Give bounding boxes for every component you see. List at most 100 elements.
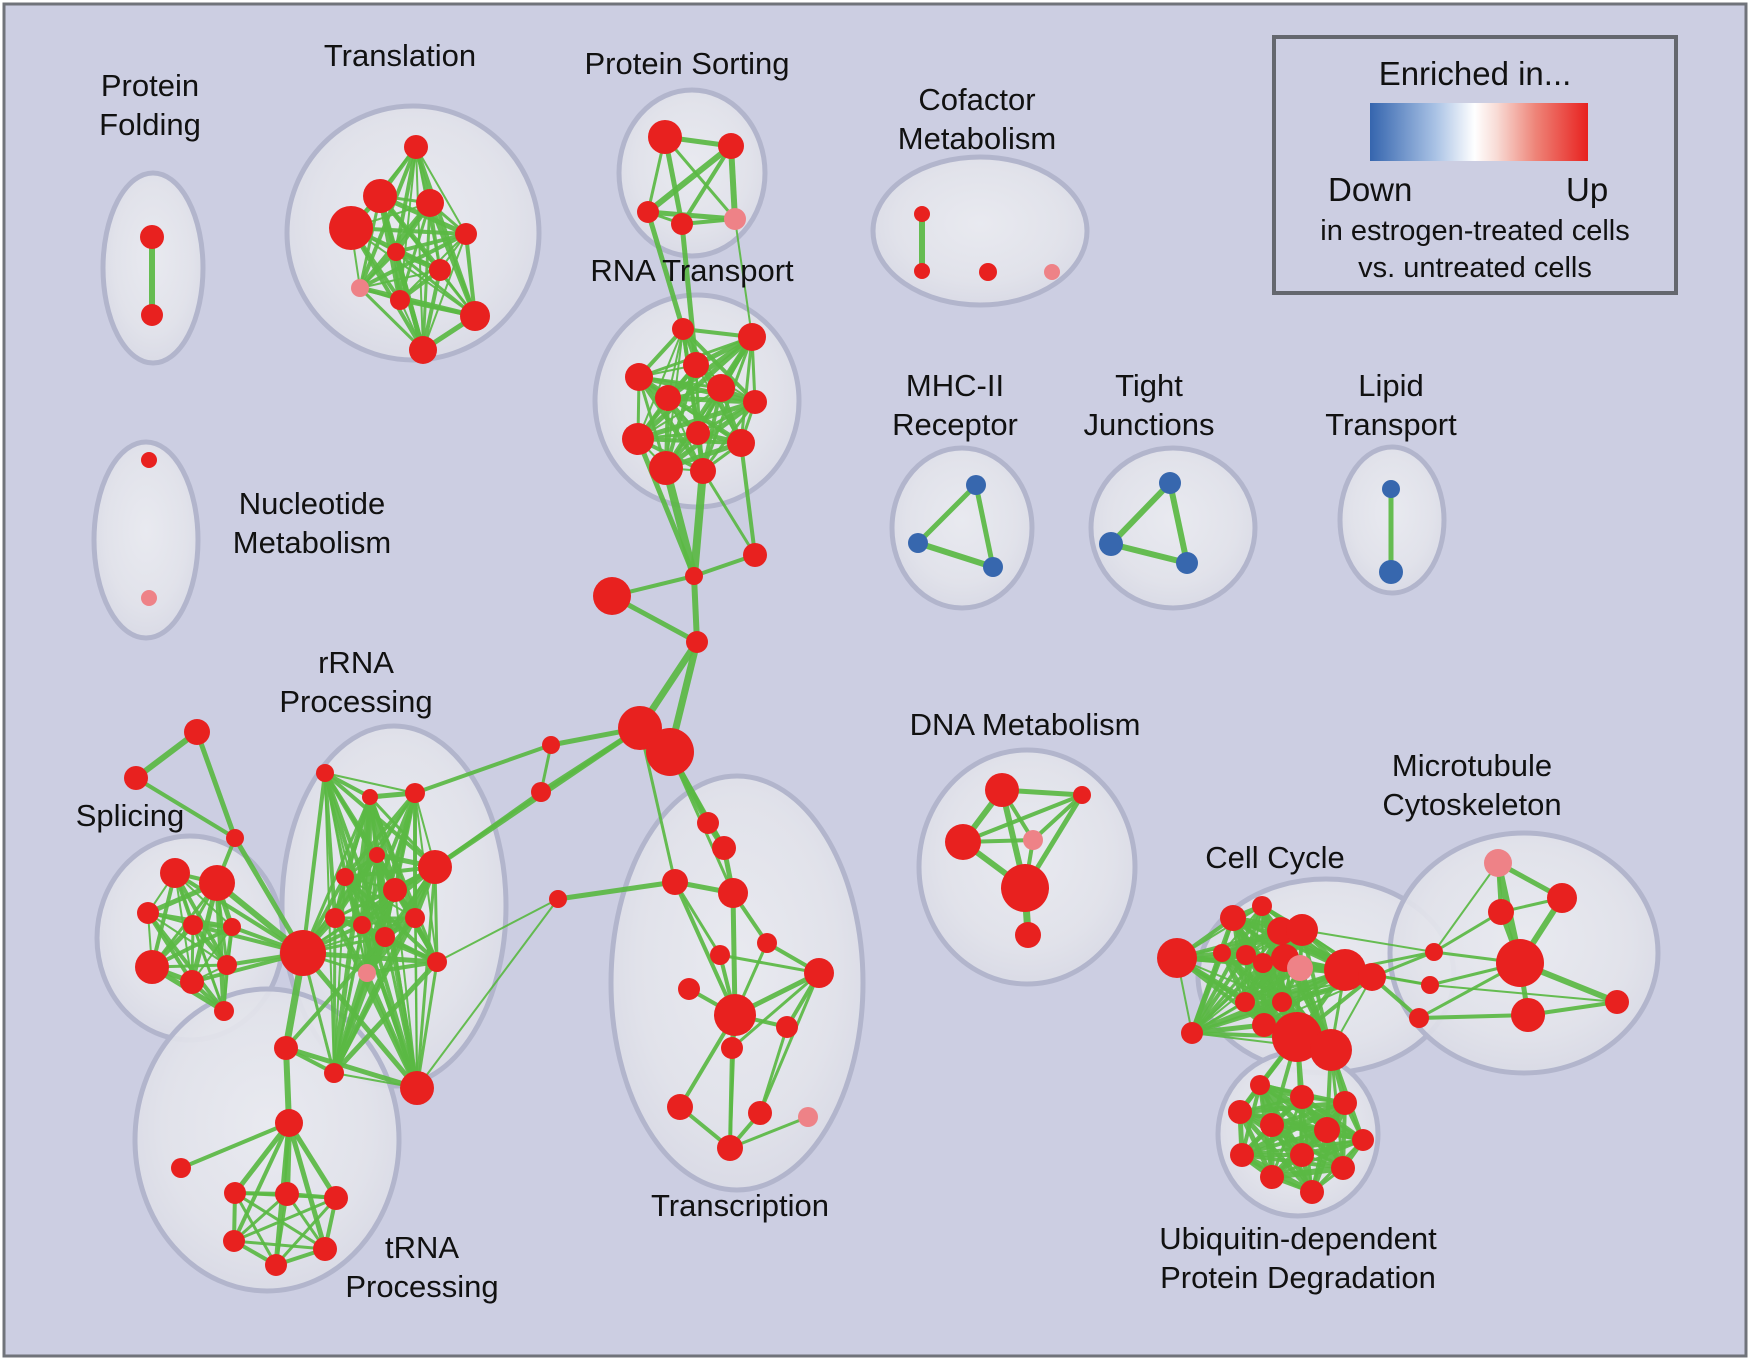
cluster-label-ubiquitin: Ubiquitin-dependent [1159, 1221, 1437, 1256]
gene-set-node [1157, 938, 1197, 978]
gene-set-node [649, 451, 683, 485]
gene-set-node [124, 766, 148, 790]
gene-set-node [362, 789, 378, 805]
gene-set-node [1290, 1085, 1314, 1109]
gene-set-node [1488, 899, 1514, 925]
edge [1418, 1013, 1529, 1020]
edge [343, 791, 417, 879]
edge [433, 790, 543, 869]
cluster-label-protein_folding: Folding [99, 107, 201, 142]
edge [557, 879, 676, 902]
gene-set-node [223, 918, 241, 936]
cluster-label-cofactor: Metabolism [898, 121, 1057, 156]
edge [962, 793, 1083, 844]
edge [333, 972, 368, 1074]
cluster-ellipse-nucleotide [91, 439, 201, 641]
gene-set-node [1213, 944, 1231, 962]
gene-set-node [710, 945, 730, 965]
gene-set-node [405, 783, 425, 803]
gene-set-node [757, 933, 777, 953]
cluster-label-splicing: Splicing [76, 798, 185, 833]
gene-set-node [405, 908, 425, 928]
edge [284, 935, 387, 1050]
gene-set-node [1073, 786, 1091, 804]
gene-set-node [369, 847, 385, 863]
edge [233, 1196, 337, 1243]
gene-set-node [1382, 480, 1400, 498]
cluster-label-cell_cycle: Cell Cycle [1205, 840, 1345, 875]
gene-set-node [1324, 949, 1366, 991]
edge [366, 960, 438, 975]
edge [647, 209, 736, 222]
edge [415, 146, 467, 235]
edge [729, 1115, 809, 1150]
edge [365, 916, 417, 975]
gene-set-node [1252, 896, 1272, 916]
gene-set-node [622, 423, 654, 455]
gene-set-node [135, 950, 169, 984]
gene-set-node [707, 374, 735, 402]
cluster-label-trna: tRNA [385, 1230, 459, 1265]
gene-set-node [1015, 922, 1041, 948]
gene-set-node [697, 812, 719, 834]
gene-set-node [316, 764, 334, 782]
gene-set-node [1001, 864, 1049, 912]
gene-set-node [1253, 953, 1273, 973]
gene-set-node [214, 1001, 234, 1021]
gene-set-node [672, 318, 694, 340]
cluster-label-protein_sorting: Protein Sorting [584, 46, 789, 81]
edge [1240, 1084, 1262, 1156]
gene-set-node [776, 1016, 798, 1038]
edge [680, 144, 733, 226]
edge [1189, 952, 1225, 1034]
gene-set-node [662, 869, 688, 895]
edge [324, 772, 416, 794]
gene-set-node [1511, 998, 1545, 1032]
gene-set-node [1352, 1129, 1374, 1151]
gene-set-node [1287, 955, 1313, 981]
edge [349, 226, 425, 352]
edge [286, 1122, 328, 1250]
cluster-label-microtubule: Microtubule [1392, 748, 1552, 783]
gene-set-node [1220, 905, 1246, 931]
gene-set-node [141, 590, 157, 606]
edge [343, 875, 387, 939]
edge [1031, 793, 1084, 842]
gene-set-node [141, 452, 157, 468]
cluster-label-cofactor: Cofactor [918, 82, 1035, 117]
edge [332, 917, 417, 1074]
network-nodes [124, 120, 1629, 1276]
edge [673, 881, 737, 1016]
cluster-labels: Protein Folding Translation Protein Sorting… [76, 38, 1562, 1304]
gene-set-node [217, 955, 237, 975]
edge [395, 232, 467, 254]
gene-set-node [1421, 976, 1439, 994]
edge [1190, 953, 1248, 1035]
gene-set-node [1228, 1100, 1252, 1124]
edge [667, 395, 756, 405]
cluster-label-ubiquitin: Protein Degradation [1160, 1260, 1436, 1295]
gene-set-node [685, 567, 703, 585]
gene-set-node [667, 1094, 693, 1120]
cluster-label-dna: DNA Metabolism [910, 707, 1141, 742]
gene-set-node [137, 902, 159, 924]
gene-set-node [714, 994, 756, 1036]
gene-set-node [914, 206, 930, 222]
gene-set-node [1236, 945, 1256, 965]
edge [758, 972, 821, 1114]
gene-set-node [336, 868, 354, 886]
gene-set-node [1260, 1165, 1284, 1189]
cluster-label-protein_folding: Protein [101, 68, 199, 103]
legend-caption-line1: in estrogen-treated cells [1320, 215, 1630, 247]
edge [333, 924, 363, 1074]
edge [274, 1196, 338, 1267]
edge [416, 898, 559, 1089]
cluster-label-lipid: Lipid [1358, 368, 1424, 403]
edge [331, 796, 373, 1074]
edge [1433, 862, 1499, 953]
gene-set-node [455, 223, 477, 245]
edge [916, 483, 978, 545]
edge [414, 743, 552, 795]
gene-set-node [416, 189, 444, 217]
gene-set-node [274, 1036, 298, 1060]
